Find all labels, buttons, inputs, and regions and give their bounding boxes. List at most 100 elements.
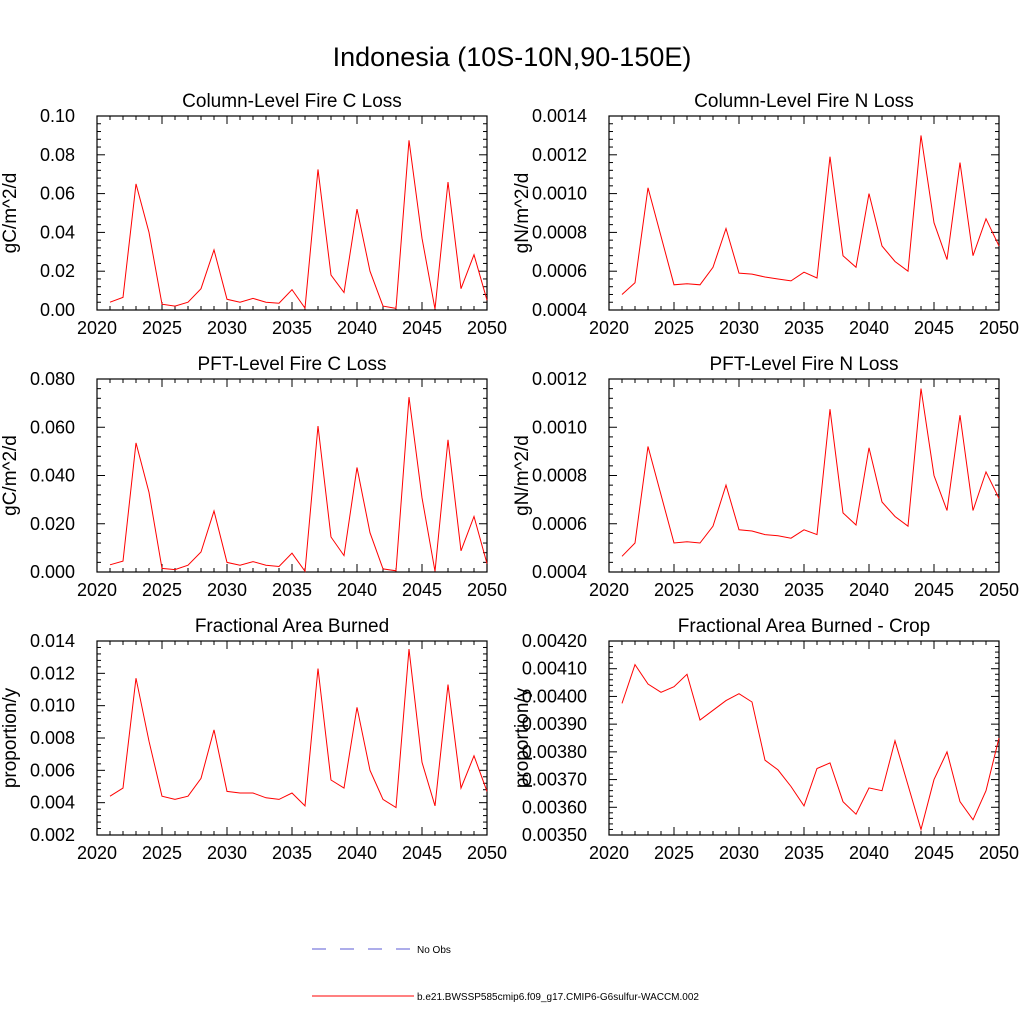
legend-label-no-obs: No Obs: [417, 945, 451, 956]
x-tick-label: 2020: [589, 318, 629, 338]
x-tick-label: 2030: [719, 318, 759, 338]
x-tick-label: 2040: [337, 318, 377, 338]
y-tick-label: 0.0008: [532, 222, 587, 242]
y-axis-label: gN/m^2/d: [512, 435, 533, 516]
y-tick-label: 0.06: [40, 184, 75, 204]
series-line: [621, 388, 1000, 557]
y-tick-label: 0.0004: [532, 300, 587, 320]
x-tick-label: 2045: [402, 843, 442, 863]
x-tick-label: 2045: [914, 580, 954, 600]
x-tick-label: 2030: [207, 318, 247, 338]
series-line: [109, 649, 488, 809]
y-tick-label: 0.0008: [532, 466, 587, 486]
x-tick-label: 2040: [337, 843, 377, 863]
x-tick-label: 2030: [719, 843, 759, 863]
y-tick-label: 0.012: [30, 663, 75, 683]
y-axis-label: gC/m^2/d: [0, 173, 21, 254]
y-tick-label: 0.00350: [522, 825, 587, 845]
plot-frame: [96, 115, 488, 311]
panel-title: Fractional Area Burned - Crop: [678, 616, 930, 637]
y-tick-label: 0.00380: [522, 742, 587, 762]
x-tick-label: 2030: [207, 843, 247, 863]
plot-frame: [96, 378, 488, 573]
panel-fractional-area-burned-crop: Fractional Area Burned - Crop proportion/…: [512, 616, 1019, 863]
x-tick-label: 2030: [719, 580, 759, 600]
panel-pft-fire-n-loss: PFT-Level Fire N Loss gN/m^2/d 2020 2025 203…: [512, 354, 1019, 600]
panel-title: PFT-Level Fire N Loss: [710, 354, 899, 375]
x-tick-label: 2050: [979, 843, 1019, 863]
panel-column-fire-c-loss: Column-Level Fire C Loss gC/m^2/d 2020 2025…: [0, 91, 507, 338]
y-axis-label: proportion/y: [0, 687, 21, 788]
x-tick-label: 2025: [654, 318, 694, 338]
series-line: [621, 663, 1000, 832]
x-tick-label: 2045: [402, 318, 442, 338]
x-tick-label: 2035: [784, 580, 824, 600]
panel-title: Fractional Area Burned: [195, 616, 389, 637]
y-tick-label: 0.02: [40, 261, 75, 281]
y-tick-label: 0.0010: [532, 417, 587, 437]
y-axis-label: gN/m^2/d: [512, 173, 533, 254]
legend: No Obs b.e21.BWSSP585cmip6.f09_g17.CMIP6…: [312, 945, 699, 1003]
y-tick-label: 0.006: [30, 760, 75, 780]
y-tick-label: 0.00: [40, 300, 75, 320]
panel-fractional-area-burned: Fractional Area Burned proportion/y 2020 20…: [0, 616, 507, 863]
x-tick-label: 2040: [849, 318, 889, 338]
figure-title: Indonesia (10S-10N,90-150E): [333, 42, 692, 72]
panel-title: Column-Level Fire C Loss: [182, 91, 402, 112]
panel-title: Column-Level Fire N Loss: [694, 91, 914, 112]
x-tick-label: 2045: [402, 580, 442, 600]
y-tick-label: 0.000: [30, 562, 75, 582]
y-tick-label: 0.004: [30, 793, 75, 813]
x-tick-label: 2035: [784, 318, 824, 338]
x-tick-label: 2030: [207, 580, 247, 600]
y-tick-label: 0.010: [30, 696, 75, 716]
y-tick-label: 0.00420: [522, 631, 587, 651]
x-tick-label: 2020: [77, 580, 117, 600]
y-tick-label: 0.00400: [522, 686, 587, 706]
plot-frame: [96, 640, 488, 836]
x-tick-label: 2040: [337, 580, 377, 600]
plot-frame: [608, 378, 1000, 573]
y-tick-label: 0.0014: [532, 106, 587, 126]
plot-frame: [608, 115, 1000, 311]
panel-title: PFT-Level Fire C Loss: [198, 354, 387, 375]
y-tick-label: 0.04: [40, 222, 75, 242]
y-tick-label: 0.10: [40, 106, 75, 126]
y-tick-label: 0.00370: [522, 770, 587, 790]
y-tick-label: 0.060: [30, 417, 75, 437]
x-tick-label: 2025: [142, 580, 182, 600]
x-tick-label: 2025: [654, 580, 694, 600]
x-tick-label: 2025: [654, 843, 694, 863]
x-tick-label: 2020: [77, 318, 117, 338]
x-tick-label: 2025: [142, 843, 182, 863]
series-line: [621, 135, 1000, 295]
y-axis-label: gC/m^2/d: [0, 435, 21, 516]
x-tick-label: 2020: [77, 843, 117, 863]
x-tick-label: 2045: [914, 843, 954, 863]
x-tick-label: 2050: [979, 318, 1019, 338]
x-tick-label: 2050: [467, 580, 507, 600]
series-line: [109, 397, 488, 573]
x-tick-label: 2025: [142, 318, 182, 338]
x-tick-label: 2035: [272, 580, 312, 600]
y-axis-label: proportion/y: [512, 687, 533, 788]
legend-label-model-run: b.e21.BWSSP585cmip6.f09_g17.CMIP6-G6sulf…: [417, 992, 699, 1003]
y-tick-label: 0.00390: [522, 714, 587, 734]
y-tick-label: 0.00410: [522, 659, 587, 679]
x-tick-label: 2050: [467, 843, 507, 863]
x-tick-label: 2050: [979, 580, 1019, 600]
y-tick-label: 0.080: [30, 369, 75, 389]
x-tick-label: 2035: [272, 318, 312, 338]
x-tick-label: 2040: [849, 580, 889, 600]
y-tick-label: 0.014: [30, 631, 75, 651]
y-tick-label: 0.00360: [522, 797, 587, 817]
x-tick-label: 2050: [467, 318, 507, 338]
y-tick-label: 0.040: [30, 466, 75, 486]
x-tick-label: 2035: [784, 843, 824, 863]
y-tick-label: 0.0010: [532, 184, 587, 204]
x-tick-label: 2040: [849, 843, 889, 863]
panel-column-fire-n-loss: Column-Level Fire N Loss gN/m^2/d 2020 2025…: [512, 91, 1019, 338]
panel-pft-fire-c-loss: PFT-Level Fire C Loss gC/m^2/d 2020 2025 203…: [0, 354, 507, 600]
x-tick-label: 2045: [914, 318, 954, 338]
x-tick-label: 2020: [589, 580, 629, 600]
